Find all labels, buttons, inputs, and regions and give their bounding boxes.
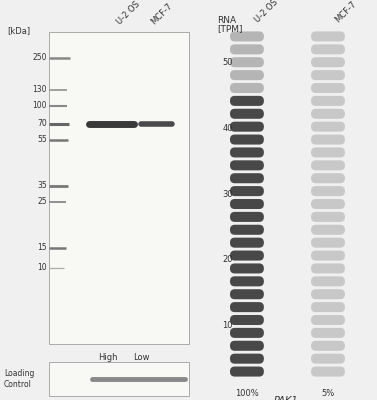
Text: [TPM]: [TPM] [217, 24, 242, 33]
Text: 250: 250 [33, 54, 47, 62]
FancyBboxPatch shape [311, 328, 345, 338]
Text: RNA: RNA [217, 16, 236, 25]
FancyBboxPatch shape [230, 289, 264, 299]
Text: Low: Low [133, 353, 150, 362]
FancyBboxPatch shape [230, 264, 264, 274]
FancyBboxPatch shape [230, 173, 264, 183]
FancyBboxPatch shape [311, 122, 345, 132]
FancyBboxPatch shape [311, 134, 345, 144]
FancyBboxPatch shape [230, 32, 264, 42]
FancyBboxPatch shape [311, 302, 345, 312]
Text: U-2 OS: U-2 OS [253, 0, 279, 24]
FancyBboxPatch shape [230, 328, 264, 338]
FancyBboxPatch shape [230, 238, 264, 248]
Text: 40: 40 [222, 124, 233, 133]
FancyBboxPatch shape [230, 276, 264, 286]
Text: 5%: 5% [321, 389, 335, 398]
FancyBboxPatch shape [230, 225, 264, 235]
FancyBboxPatch shape [311, 44, 345, 54]
Text: MCF-7: MCF-7 [149, 1, 174, 26]
FancyBboxPatch shape [311, 289, 345, 299]
FancyBboxPatch shape [230, 315, 264, 325]
FancyBboxPatch shape [311, 109, 345, 119]
Text: 50: 50 [222, 58, 233, 67]
FancyBboxPatch shape [230, 134, 264, 144]
FancyBboxPatch shape [230, 186, 264, 196]
Text: 15: 15 [37, 244, 47, 252]
Text: 55: 55 [37, 136, 47, 144]
Text: U-2 OS: U-2 OS [115, 0, 142, 26]
FancyBboxPatch shape [311, 173, 345, 183]
FancyBboxPatch shape [230, 148, 264, 158]
FancyBboxPatch shape [311, 366, 345, 376]
Text: 100: 100 [33, 102, 47, 110]
FancyBboxPatch shape [311, 186, 345, 196]
FancyBboxPatch shape [311, 238, 345, 248]
FancyBboxPatch shape [311, 250, 345, 260]
Text: PAK1: PAK1 [274, 396, 299, 400]
FancyBboxPatch shape [311, 32, 345, 42]
FancyBboxPatch shape [311, 83, 345, 93]
FancyBboxPatch shape [230, 199, 264, 209]
FancyBboxPatch shape [311, 148, 345, 158]
Text: [kDa]: [kDa] [8, 26, 31, 35]
FancyBboxPatch shape [311, 315, 345, 325]
FancyBboxPatch shape [311, 264, 345, 274]
Text: 10: 10 [37, 264, 47, 272]
FancyBboxPatch shape [311, 160, 345, 170]
FancyBboxPatch shape [49, 32, 188, 344]
Text: 130: 130 [33, 86, 47, 94]
FancyBboxPatch shape [230, 70, 264, 80]
Text: MCF-7: MCF-7 [334, 0, 359, 24]
FancyBboxPatch shape [230, 57, 264, 67]
FancyBboxPatch shape [311, 212, 345, 222]
Text: Loading
Control: Loading Control [4, 369, 34, 389]
FancyBboxPatch shape [230, 302, 264, 312]
Text: 20: 20 [222, 255, 233, 264]
Text: 10: 10 [222, 321, 233, 330]
FancyBboxPatch shape [311, 276, 345, 286]
FancyBboxPatch shape [230, 250, 264, 260]
FancyBboxPatch shape [230, 354, 264, 364]
Text: 35: 35 [37, 182, 47, 190]
FancyBboxPatch shape [311, 96, 345, 106]
Text: 30: 30 [222, 190, 233, 199]
FancyBboxPatch shape [230, 160, 264, 170]
FancyBboxPatch shape [230, 366, 264, 376]
FancyBboxPatch shape [230, 83, 264, 93]
FancyBboxPatch shape [230, 341, 264, 351]
Text: High: High [98, 353, 118, 362]
Text: 25: 25 [37, 198, 47, 206]
FancyBboxPatch shape [49, 362, 188, 396]
Text: 70: 70 [37, 120, 47, 128]
FancyBboxPatch shape [311, 354, 345, 364]
FancyBboxPatch shape [311, 225, 345, 235]
FancyBboxPatch shape [230, 109, 264, 119]
FancyBboxPatch shape [230, 96, 264, 106]
FancyBboxPatch shape [230, 122, 264, 132]
FancyBboxPatch shape [311, 70, 345, 80]
FancyBboxPatch shape [230, 44, 264, 54]
FancyBboxPatch shape [230, 212, 264, 222]
FancyBboxPatch shape [311, 341, 345, 351]
FancyBboxPatch shape [311, 57, 345, 67]
Text: 100%: 100% [235, 389, 259, 398]
FancyBboxPatch shape [311, 199, 345, 209]
